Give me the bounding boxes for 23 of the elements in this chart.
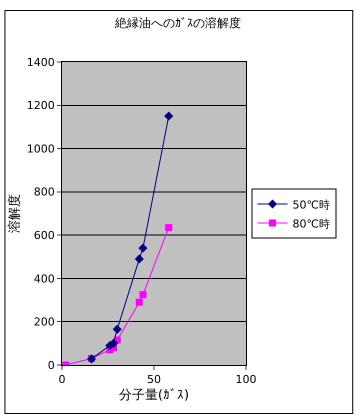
y-tick-label: 0: [48, 358, 55, 372]
point: [165, 224, 172, 232]
x-axis-title: 分子量(ｶﾞｽ): [118, 388, 190, 403]
point: [112, 324, 122, 334]
y-tick-label: 600: [34, 228, 55, 242]
x-tick-label: 50: [147, 373, 161, 386]
legend-label: 80℃時: [292, 217, 330, 230]
x-tick-label: 0: [58, 373, 66, 386]
chart-title: 絶縁油へのｶﾞｽの溶解度: [114, 16, 241, 30]
y-tick-label: 1200: [26, 99, 55, 112]
y-tick-label: 400: [34, 272, 55, 286]
point: [139, 291, 146, 298]
legend-label: 50℃時: [292, 198, 330, 212]
y-axis-title: 溶解度: [6, 194, 23, 233]
y-tick-label: 800: [34, 186, 55, 199]
y-tick-label: 200: [34, 316, 55, 329]
point: [164, 112, 174, 121]
x-tick-label: 100: [236, 373, 256, 386]
point: [138, 244, 148, 253]
y-tick-label: 1400: [26, 56, 55, 69]
y-tick-label: 1000: [26, 142, 55, 156]
point: [134, 254, 144, 264]
point: [136, 298, 143, 306]
